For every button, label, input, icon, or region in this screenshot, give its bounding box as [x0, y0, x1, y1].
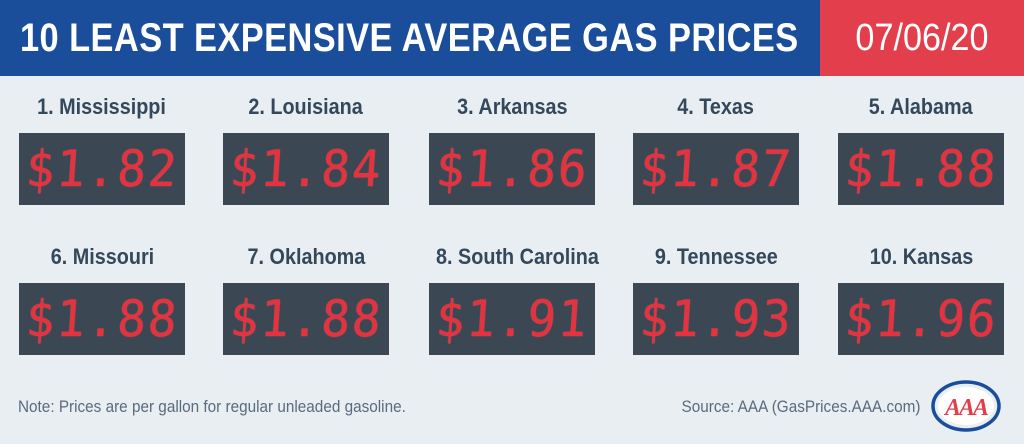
- price-display: $1.84: [223, 133, 389, 205]
- source-credit: Source: AAA (GasPrices.AAA.com): [681, 397, 920, 416]
- price-value: $1.93: [637, 290, 795, 348]
- aaa-logo: AAA: [931, 380, 1001, 432]
- state-label: 8. South Carolina: [436, 244, 599, 269]
- price-value: $1.88: [227, 290, 385, 348]
- state-label: 1. Mississippi: [37, 94, 167, 119]
- price-display: $1.82: [19, 133, 185, 205]
- state-label: 10. Kansas: [869, 244, 973, 269]
- price-value: $1.88: [842, 140, 1000, 198]
- state-label: 3. Arkansas: [456, 94, 568, 119]
- price-value: $1.87: [637, 140, 795, 198]
- price-value: $1.82: [23, 140, 181, 198]
- price-value: $1.96: [842, 290, 1000, 348]
- date-text: 07/06/20: [855, 17, 989, 59]
- price-value: $1.86: [433, 140, 591, 198]
- price-value: $1.91: [433, 290, 591, 348]
- price-value: $1.88: [23, 290, 181, 348]
- price-display: $1.91: [429, 283, 595, 355]
- price-value: $1.84: [227, 140, 385, 198]
- state-label: 5. Alabama: [869, 94, 973, 119]
- state-label: 4. Texas: [677, 94, 755, 119]
- price-display: $1.93: [633, 283, 799, 355]
- state-label: 6. Missouri: [50, 244, 154, 269]
- price-display: $1.96: [838, 283, 1004, 355]
- price-display: $1.87: [633, 133, 799, 205]
- date-badge: 07/06/20: [820, 0, 1024, 76]
- price-display: $1.86: [429, 133, 595, 205]
- price-display: $1.88: [223, 283, 389, 355]
- price-display: $1.88: [838, 133, 1004, 205]
- state-label: 9. Tennessee: [654, 244, 778, 269]
- state-label: 2. Louisiana: [248, 94, 364, 119]
- price-display: $1.88: [19, 283, 185, 355]
- state-label: 7. Oklahoma: [247, 244, 365, 269]
- footnote: Note: Prices are per gallon for regular …: [18, 397, 406, 416]
- logo-text: AAA: [943, 395, 989, 421]
- page-title: 10 LEAST EXPENSIVE AVERAGE GAS PRICES: [20, 16, 799, 60]
